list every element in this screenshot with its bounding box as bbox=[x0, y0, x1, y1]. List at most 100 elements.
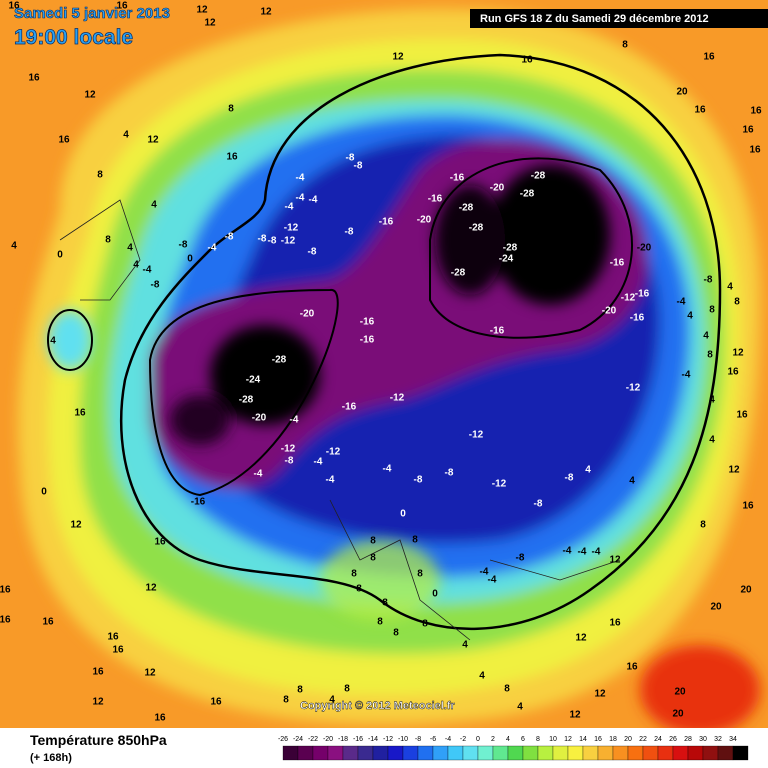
contour-label: 12 bbox=[732, 348, 744, 359]
contour-label: 20 bbox=[710, 602, 722, 613]
contour-label: -12 bbox=[390, 393, 405, 404]
contour-label: 16 bbox=[749, 145, 761, 156]
contour-label: 8 bbox=[393, 628, 399, 639]
legend-tick-label: 28 bbox=[684, 736, 692, 743]
contour-label: -4 bbox=[290, 415, 299, 426]
contour-label: -4 bbox=[296, 173, 305, 184]
legend-tick-label: 10 bbox=[549, 736, 557, 743]
contour-labels: -28-28-28-28-28-28-28-28-24-24-16-20-20-… bbox=[0, 1, 762, 724]
legend-tick-label: 20 bbox=[624, 736, 632, 743]
legend-tick-label: 4 bbox=[506, 736, 510, 743]
contour-label: 4 bbox=[123, 130, 129, 141]
contour-label: 16 bbox=[210, 697, 222, 708]
legend-tick-label: 16 bbox=[594, 736, 602, 743]
legend-swatch bbox=[417, 745, 434, 761]
contour-label: 16 bbox=[626, 662, 638, 673]
legend-swatch bbox=[462, 745, 479, 761]
legend-tick-label: -16 bbox=[353, 736, 363, 743]
legend-tick-label: 2 bbox=[491, 736, 495, 743]
contour-label: 12 bbox=[260, 7, 272, 18]
contour-label: 20 bbox=[672, 709, 684, 720]
legend-tick-label: 0 bbox=[476, 736, 480, 743]
contour-label: 8 bbox=[105, 235, 111, 246]
contour-label: 16 bbox=[112, 645, 124, 656]
contour-label: -8 bbox=[345, 227, 354, 238]
contour-label: -20 bbox=[637, 243, 652, 254]
contour-label: -20 bbox=[300, 309, 315, 320]
footer-title: Température 850hPa bbox=[30, 732, 167, 748]
contour-label: 20 bbox=[676, 87, 688, 98]
contour-label: -4 bbox=[326, 475, 335, 486]
contour-label: 0 bbox=[57, 250, 63, 261]
contour-label: -16 bbox=[428, 194, 443, 205]
contour-label: 16 bbox=[8, 1, 20, 12]
contour-label: -8 bbox=[308, 247, 317, 258]
contour-label: 20 bbox=[674, 687, 686, 698]
contour-label: 16 bbox=[750, 106, 762, 117]
legend-tick-label: 14 bbox=[579, 736, 587, 743]
legend-swatch bbox=[282, 745, 299, 761]
legend-swatch bbox=[627, 745, 644, 761]
contour-label: 16 bbox=[226, 152, 238, 163]
contour-label: -8 bbox=[565, 473, 574, 484]
contour-label: 12 bbox=[204, 18, 216, 29]
legend-swatch bbox=[567, 745, 584, 761]
contour-label: -24 bbox=[246, 375, 261, 386]
contour-label: 8 bbox=[622, 40, 628, 51]
contour-label: -16 bbox=[342, 402, 357, 413]
contour-label: 4 bbox=[151, 200, 157, 211]
contour-label: 12 bbox=[84, 90, 96, 101]
contour-label: 16 bbox=[92, 667, 104, 678]
legend-swatch bbox=[702, 745, 719, 761]
contour-label: 8 bbox=[356, 584, 362, 595]
contour-label: 12 bbox=[196, 5, 208, 16]
contour-label: -8 bbox=[346, 153, 355, 164]
contour-label: 12 bbox=[569, 710, 581, 721]
contour-label: -16 bbox=[630, 313, 645, 324]
contour-label: -4 bbox=[578, 547, 587, 558]
legend-tick-label: -14 bbox=[368, 736, 378, 743]
contour-label: 8 bbox=[504, 684, 510, 695]
legend-tick-label: 24 bbox=[654, 736, 662, 743]
contour-label: -12 bbox=[626, 383, 641, 394]
legend-tick-label: -26 bbox=[278, 736, 288, 743]
contour-label: 0 bbox=[400, 509, 406, 520]
contour-label: 16 bbox=[107, 632, 119, 643]
contour-label: 4 bbox=[709, 395, 715, 406]
run-box bbox=[470, 9, 768, 28]
contour-label: 4 bbox=[462, 640, 468, 651]
contour-label: 4 bbox=[133, 260, 139, 271]
legend-tick-label: 6 bbox=[521, 736, 525, 743]
contour-label: -16 bbox=[635, 289, 650, 300]
contour-label: 8 bbox=[707, 350, 713, 361]
legend-tick-label: -6 bbox=[430, 736, 436, 743]
contour-label: 8 bbox=[377, 617, 383, 628]
contour-label: 4 bbox=[127, 243, 133, 254]
contour-label: -28 bbox=[451, 268, 466, 279]
contour-label: 8 bbox=[422, 619, 428, 630]
contour-label: 16 bbox=[609, 618, 621, 629]
contour-label: -12 bbox=[469, 430, 484, 441]
contour-label: 16 bbox=[74, 408, 86, 419]
contour-label: -20 bbox=[252, 413, 267, 424]
legend-swatch bbox=[597, 745, 614, 761]
contour-label: -12 bbox=[281, 444, 296, 455]
legend: -26 -24 -22 -20 -18 -16 -14 -12 -10 -8 -6 -4 -2 0 2 4 6 8… bbox=[278, 736, 749, 761]
contour-label: 12 bbox=[575, 633, 587, 644]
forecast-time: 19:00 locale bbox=[14, 26, 133, 49]
legend-swatch bbox=[312, 745, 329, 761]
contour-label: 16 bbox=[116, 1, 128, 12]
legend-swatch bbox=[552, 745, 569, 761]
contour-label: 16 bbox=[154, 713, 166, 724]
legend-swatch bbox=[537, 745, 554, 761]
legend-swatch bbox=[357, 745, 374, 761]
contour-label: -4 bbox=[480, 567, 489, 578]
contour-label: 16 bbox=[521, 55, 533, 66]
contour-label: 4 bbox=[329, 695, 335, 706]
contour-label: 4 bbox=[11, 241, 17, 252]
contour-label: 8 bbox=[382, 598, 388, 609]
legend-tick-label: -22 bbox=[308, 736, 318, 743]
contour-label: 8 bbox=[412, 535, 418, 546]
contour-label: 8 bbox=[700, 520, 706, 531]
contour-label: -4 bbox=[592, 547, 601, 558]
